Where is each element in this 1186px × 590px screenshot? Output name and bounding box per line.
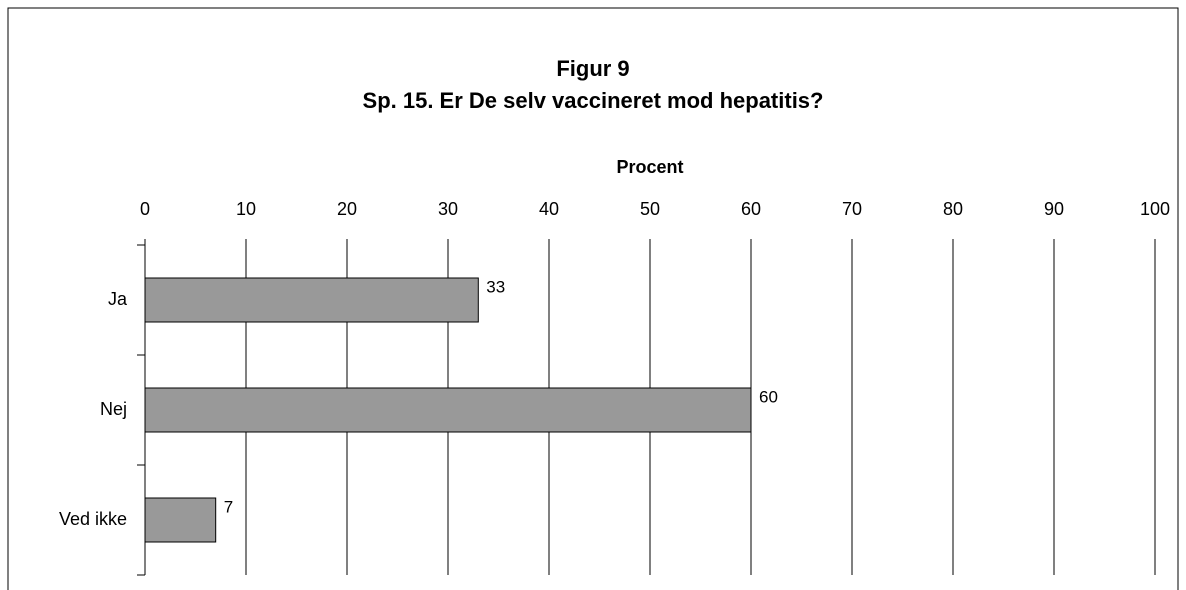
- x-tick-label: 40: [539, 199, 559, 219]
- y-tick-label: Ja: [108, 289, 128, 309]
- y-tick-label: Ved ikke: [59, 509, 127, 529]
- x-tick-label: 10: [236, 199, 256, 219]
- bar: [144, 497, 217, 543]
- chart-frame: [7, 7, 1179, 590]
- x-tick-label: 70: [842, 199, 862, 219]
- axis-title: Procent: [616, 157, 683, 177]
- bar: [144, 387, 752, 433]
- x-tick-label: 100: [1140, 199, 1170, 219]
- data-label: 33: [486, 277, 505, 296]
- chart-title: Figur 9: [556, 56, 629, 81]
- x-tick-label: 30: [438, 199, 458, 219]
- x-tick-label: 80: [943, 199, 963, 219]
- data-label: 60: [759, 387, 778, 406]
- x-tick-label: 20: [337, 199, 357, 219]
- chart-subtitle: Sp. 15. Er De selv vaccineret mod hepati…: [363, 88, 824, 113]
- x-tick-label: 50: [640, 199, 660, 219]
- y-tick-label: Nej: [100, 399, 127, 419]
- x-tick-label: 0: [140, 199, 150, 219]
- x-tick-label: 90: [1044, 199, 1064, 219]
- x-tick-label: 60: [741, 199, 761, 219]
- data-label: 7: [224, 497, 233, 516]
- bar: [144, 277, 479, 323]
